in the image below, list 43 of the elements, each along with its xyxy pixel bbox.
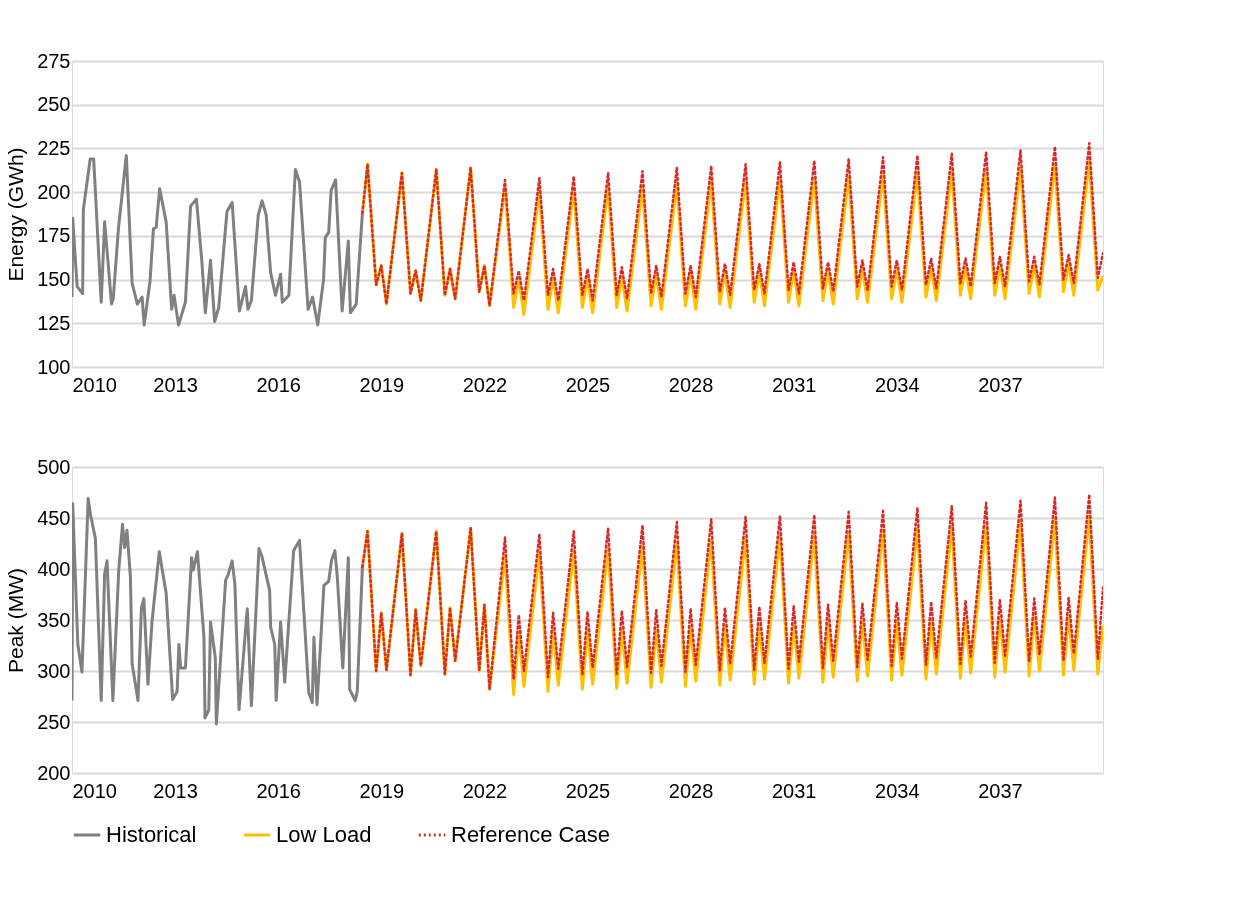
y-tick-label: 250 <box>37 93 71 116</box>
y-tick-label: 175 <box>37 224 71 247</box>
x-tick-label: 2010 <box>72 373 117 396</box>
x-tick-label: 2016 <box>256 779 301 802</box>
x-tick-label: 2025 <box>565 373 611 396</box>
legend-label: Historical <box>106 822 197 847</box>
line-series <box>72 153 364 327</box>
x-tick-label: 2031 <box>771 373 817 396</box>
x-tick-label: 2013 <box>153 779 198 802</box>
y-axis-title: Peak (MW) <box>4 568 28 673</box>
y-tick-label: 225 <box>37 136 71 159</box>
y-tick-label: 100 <box>37 355 71 378</box>
x-tick-label: 2022 <box>462 779 508 802</box>
x-tick-label: 2013 <box>153 373 198 396</box>
x-tick-label: 2010 <box>72 779 117 802</box>
y-tick-label: 400 <box>37 557 71 580</box>
x-tick-label: 2022 <box>462 373 508 396</box>
legend-label: Low Load <box>276 822 372 847</box>
x-tick-label: 2037 <box>978 373 1023 396</box>
y-tick-label: 350 <box>37 608 71 631</box>
x-tick-label: 2037 <box>978 779 1023 802</box>
x-tick-label: 2028 <box>668 779 714 802</box>
y-tick-label: 150 <box>37 268 71 291</box>
y-tick-label: 250 <box>37 710 71 733</box>
x-tick-label: 2034 <box>875 779 920 802</box>
line-series <box>72 497 364 726</box>
y-tick-label: 200 <box>37 761 71 784</box>
y-tick-label: 500 <box>37 455 71 478</box>
x-tick-label: 2028 <box>668 373 714 396</box>
x-tick-label: 2019 <box>359 373 405 396</box>
y-tick-label: 300 <box>37 659 71 682</box>
y-tick-label: 125 <box>37 311 71 334</box>
x-tick-label: 2019 <box>359 779 405 802</box>
y-axis-title: Energy (GWh) <box>4 147 28 282</box>
line-series <box>361 141 1103 308</box>
y-tick-label: 450 <box>37 506 71 529</box>
x-tick-label: 2025 <box>565 779 611 802</box>
x-tick-label: 2031 <box>771 779 817 802</box>
legend-label: Reference Case <box>451 822 610 847</box>
y-tick-label: 275 <box>37 49 71 72</box>
x-tick-label: 2016 <box>256 373 301 396</box>
x-tick-label: 2034 <box>875 373 920 396</box>
y-tick-label: 200 <box>37 180 71 203</box>
